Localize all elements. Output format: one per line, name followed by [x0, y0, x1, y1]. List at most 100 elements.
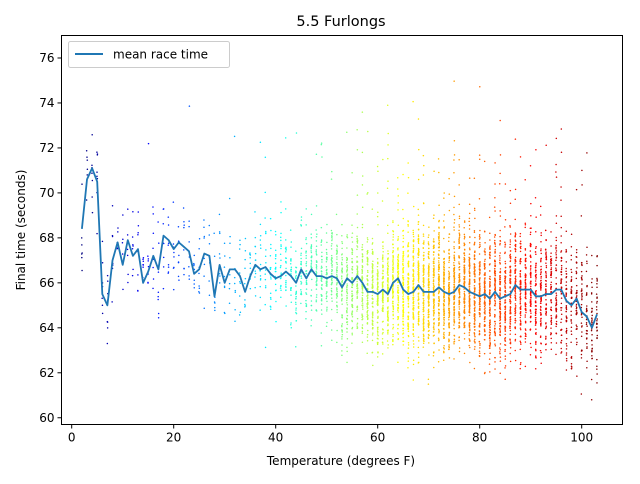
scatter-point	[433, 306, 435, 309]
scatter-point	[193, 279, 195, 282]
scatter-point	[361, 258, 364, 261]
scatter-point	[366, 304, 369, 306]
scatter-point	[504, 183, 507, 185]
scatter-point	[188, 105, 191, 107]
scatter-point	[330, 278, 333, 281]
scatter-point	[489, 309, 491, 311]
scatter-point	[427, 278, 430, 280]
scatter-point	[417, 262, 420, 265]
scatter-point	[448, 345, 450, 348]
scatter-point	[489, 328, 491, 331]
scatter-point	[356, 245, 358, 247]
scatter-point	[468, 212, 471, 215]
scatter-point	[423, 315, 425, 318]
scatter-point	[300, 289, 302, 291]
scatter-point	[474, 275, 476, 278]
scatter-point	[458, 261, 460, 263]
scatter-point	[489, 291, 491, 294]
scatter-point	[356, 291, 359, 294]
scatter-point	[427, 256, 430, 258]
scatter-point	[427, 270, 430, 272]
scatter-point	[534, 301, 537, 304]
scatter-point	[519, 312, 522, 315]
scatter-point	[392, 286, 394, 288]
scatter-point	[443, 264, 445, 266]
scatter-point	[448, 348, 450, 351]
scatter-point	[274, 230, 277, 233]
scatter-point	[366, 318, 369, 321]
scatter-point	[488, 344, 491, 347]
scatter-point	[203, 307, 205, 310]
scatter-point	[351, 278, 353, 281]
scatter-point	[325, 251, 328, 254]
scatter-point	[494, 197, 496, 199]
scatter-point	[453, 277, 456, 280]
scatter-point	[484, 272, 486, 274]
scatter-point	[479, 342, 481, 345]
scatter-point	[504, 301, 506, 304]
scatter-point	[417, 214, 420, 216]
scatter-point	[453, 285, 456, 287]
scatter-point	[545, 251, 547, 253]
scatter-point	[458, 293, 461, 295]
scatter-point	[519, 299, 521, 301]
scatter-point	[453, 222, 456, 224]
scatter-point	[458, 350, 461, 353]
scatter-point	[377, 170, 379, 173]
scatter-point	[463, 258, 466, 261]
scatter-point	[402, 313, 404, 316]
scatter-point	[407, 225, 409, 227]
scatter-point	[432, 270, 435, 273]
scatter-point	[427, 310, 430, 313]
scatter-point	[417, 239, 420, 242]
scatter-point	[478, 253, 481, 255]
scatter-point	[494, 361, 496, 363]
scatter-point	[392, 243, 394, 246]
scatter-point	[361, 264, 364, 267]
scatter-point	[519, 327, 522, 329]
scatter-point	[529, 353, 532, 356]
scatter-point	[555, 296, 557, 298]
scatter-point	[453, 262, 455, 264]
scatter-point	[305, 254, 307, 257]
scatter-point	[321, 259, 323, 261]
scatter-point	[509, 342, 511, 344]
scatter-point	[81, 269, 83, 272]
scatter-point	[473, 326, 476, 328]
scatter-point	[228, 197, 231, 200]
scatter-point	[458, 306, 460, 308]
scatter-point	[514, 268, 517, 271]
scatter-point	[320, 265, 323, 268]
scatter-point	[550, 288, 552, 290]
scatter-point	[463, 305, 466, 307]
scatter-point	[530, 312, 532, 314]
scatter-point	[437, 260, 440, 262]
scatter-point	[346, 274, 348, 276]
scatter-point	[366, 296, 369, 299]
scatter-point	[479, 237, 481, 239]
scatter-point	[361, 271, 364, 273]
scatter-point	[371, 320, 374, 322]
scatter-point	[545, 285, 547, 287]
scatter-point	[290, 270, 292, 273]
scatter-point	[560, 297, 563, 299]
scatter-point	[96, 151, 98, 153]
scatter-point	[397, 327, 399, 330]
scatter-point	[208, 294, 211, 296]
scatter-point	[341, 297, 343, 300]
scatter-point	[101, 261, 104, 264]
scatter-point	[152, 247, 154, 250]
scatter-point	[453, 229, 455, 231]
scatter-point	[438, 257, 440, 259]
scatter-point	[432, 331, 435, 333]
scatter-point	[310, 236, 313, 239]
scatter-point	[376, 265, 379, 268]
scatter-point	[438, 243, 441, 246]
scatter-point	[540, 289, 542, 291]
scatter-point	[96, 154, 99, 156]
scatter-point	[412, 251, 414, 254]
scatter-point	[356, 226, 359, 229]
scatter-point	[453, 271, 456, 274]
scatter-point	[249, 262, 251, 265]
scatter-point	[386, 187, 389, 189]
